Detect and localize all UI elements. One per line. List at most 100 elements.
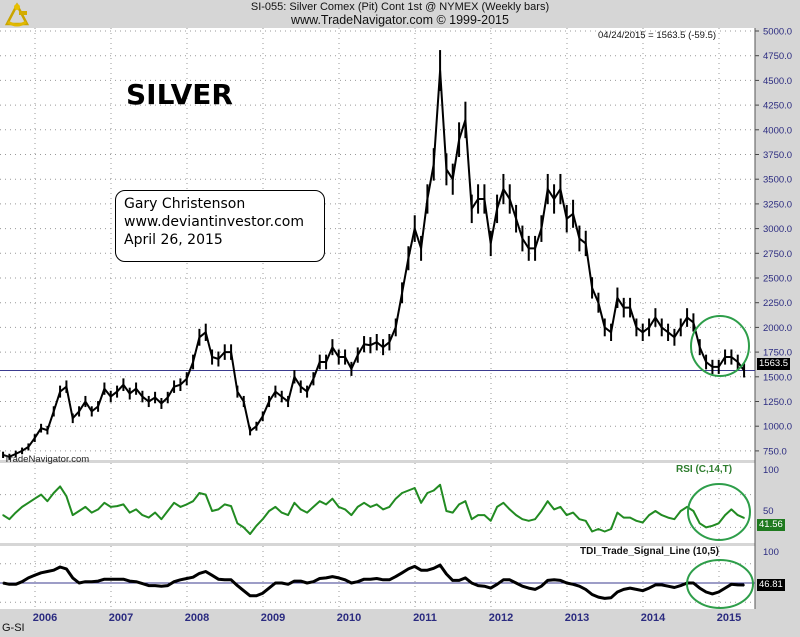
tdi-series-line-point bbox=[382, 579, 384, 581]
tdi-series-line-point bbox=[369, 578, 372, 580]
tdi-series-line-point bbox=[2, 582, 4, 584]
tdi-series-line-point bbox=[325, 577, 327, 579]
tdi-series-line-point bbox=[635, 588, 638, 591]
rsi-series-line-point bbox=[242, 526, 245, 529]
tdi-series-line-point bbox=[331, 575, 334, 578]
rsi-series-line-point bbox=[394, 497, 397, 500]
x-tick-label: 2012 bbox=[489, 612, 513, 624]
tdi-series-line-point bbox=[236, 584, 239, 587]
tdi-series-line-point bbox=[432, 567, 435, 570]
rsi-series-line-point bbox=[331, 497, 334, 500]
tdi-series-line-point bbox=[546, 579, 549, 582]
rsi-series-line-point bbox=[299, 508, 302, 511]
tdi-series-line-point bbox=[128, 580, 131, 582]
rsi-series-line-point bbox=[90, 511, 93, 514]
rsi-series-line-point bbox=[116, 505, 118, 507]
tdi-series-line-point bbox=[211, 574, 213, 577]
rsi-series-line-point bbox=[287, 514, 289, 516]
rsi-series-line-point bbox=[743, 517, 745, 519]
tdi-series-line-point bbox=[641, 589, 644, 592]
tdi-y-tick-label: 100 bbox=[763, 547, 779, 558]
tdi-series-line-point bbox=[135, 580, 137, 583]
x-tick-label: 2008 bbox=[185, 612, 209, 624]
tdi-series-line-point bbox=[255, 595, 258, 597]
rsi-series-line-point bbox=[280, 511, 283, 514]
symbol-label: G-SI bbox=[2, 622, 25, 634]
price-y-tick-label: 3750.0 bbox=[763, 150, 792, 161]
rsi-y-tick-label: 100 bbox=[763, 465, 779, 476]
x-tick-label: 2007 bbox=[109, 612, 133, 624]
rsi-series-line-point bbox=[489, 520, 492, 522]
author-website: www.deviantinvestor.com bbox=[124, 214, 304, 230]
rsi-series-line-point bbox=[711, 524, 714, 527]
tdi-series-line-point bbox=[173, 580, 175, 583]
rsi-series-line-point bbox=[369, 506, 372, 508]
tdi-series-line-point bbox=[591, 593, 593, 596]
rsi-series-line-point bbox=[540, 510, 543, 512]
rsi-series-line-point bbox=[692, 510, 695, 512]
rsi-series-line-point bbox=[559, 506, 562, 508]
tdi-series-line-point bbox=[483, 585, 486, 587]
rsi-series-line-point bbox=[635, 520, 638, 522]
rsi-series-line-point bbox=[198, 492, 201, 494]
last-price-readout: 04/24/2015 = 1563.5 (-59.5) bbox=[598, 30, 717, 41]
rsi-series-line-point bbox=[610, 528, 612, 530]
rsi-series-line-point bbox=[388, 506, 391, 508]
price-y-tick-label: 1750.0 bbox=[763, 348, 792, 359]
rsi-series-line-point bbox=[464, 500, 467, 502]
rsi-series-line-point bbox=[565, 514, 568, 516]
price-series-line bbox=[2, 70, 745, 458]
tdi-series-line-point bbox=[572, 583, 574, 586]
price-highlight-circle bbox=[690, 315, 750, 377]
tdi-series-line-point bbox=[350, 582, 353, 584]
tdi-series-line-point bbox=[743, 584, 745, 586]
rsi-series-line-point bbox=[432, 489, 435, 492]
rsi-series-line-point bbox=[413, 487, 416, 489]
tdi-series-line-point bbox=[660, 584, 663, 586]
rsi-series-line-point bbox=[154, 511, 156, 514]
tdi-series-line-point bbox=[629, 587, 631, 589]
rsi-series-line-point bbox=[135, 508, 137, 511]
tdi-series-line-point bbox=[356, 580, 359, 583]
tdi-series-line-point bbox=[401, 571, 403, 574]
rsi-series-line-point bbox=[515, 514, 517, 516]
tdi-series-line-point bbox=[426, 569, 429, 571]
price-y-tick-label: 1500.0 bbox=[763, 372, 792, 383]
rsi-series-line-point bbox=[204, 493, 207, 496]
tdi-series-line-point bbox=[648, 587, 650, 589]
rsi-series-line-point bbox=[356, 506, 359, 508]
tdi-series-line-point bbox=[470, 582, 473, 584]
rsi-label: RSI (C,14,T) bbox=[676, 464, 733, 475]
tdi-series-line-point bbox=[166, 584, 169, 587]
price-y-tick-label: 1250.0 bbox=[763, 397, 792, 408]
price-y-tick-label: 3000.0 bbox=[763, 224, 792, 235]
price-y-tick-label: 4000.0 bbox=[763, 125, 792, 136]
tdi-series-line-point bbox=[293, 580, 296, 582]
sextant-logo-icon bbox=[4, 2, 30, 27]
rsi-series-line-point bbox=[2, 514, 4, 516]
tdi-series-line-point bbox=[249, 595, 251, 597]
rsi-series-line-point bbox=[629, 516, 631, 519]
tdi-series-line-point bbox=[667, 585, 669, 587]
rsi-series-line-point bbox=[59, 485, 61, 488]
tdi-series-line-point bbox=[717, 591, 720, 593]
rsi-series-line-point bbox=[584, 520, 587, 522]
tdi-series-line-point bbox=[261, 592, 264, 595]
tdi-series-line-point bbox=[268, 587, 270, 589]
tdi-series-line-point bbox=[464, 577, 467, 579]
rsi-series-line-point bbox=[667, 516, 669, 519]
tdi-series-line-point bbox=[388, 579, 391, 581]
tdi-series-line-point bbox=[306, 582, 308, 584]
rsi-series-line-point bbox=[325, 503, 327, 506]
rsi-series-line-point bbox=[591, 530, 593, 533]
tdi-series-line-point bbox=[559, 579, 562, 582]
rsi-series-line-point bbox=[192, 500, 194, 502]
tdi-series-line-point bbox=[97, 580, 99, 582]
tdi-series-line-point bbox=[610, 596, 612, 599]
tdi-series-line-point bbox=[439, 564, 441, 566]
tdi-series-line-point bbox=[730, 583, 733, 586]
rsi-series-line-point bbox=[21, 506, 23, 508]
rsi-series-line-point bbox=[616, 511, 619, 514]
tdi-series-line-point bbox=[534, 588, 536, 591]
rsi-series-line-point bbox=[496, 506, 498, 508]
